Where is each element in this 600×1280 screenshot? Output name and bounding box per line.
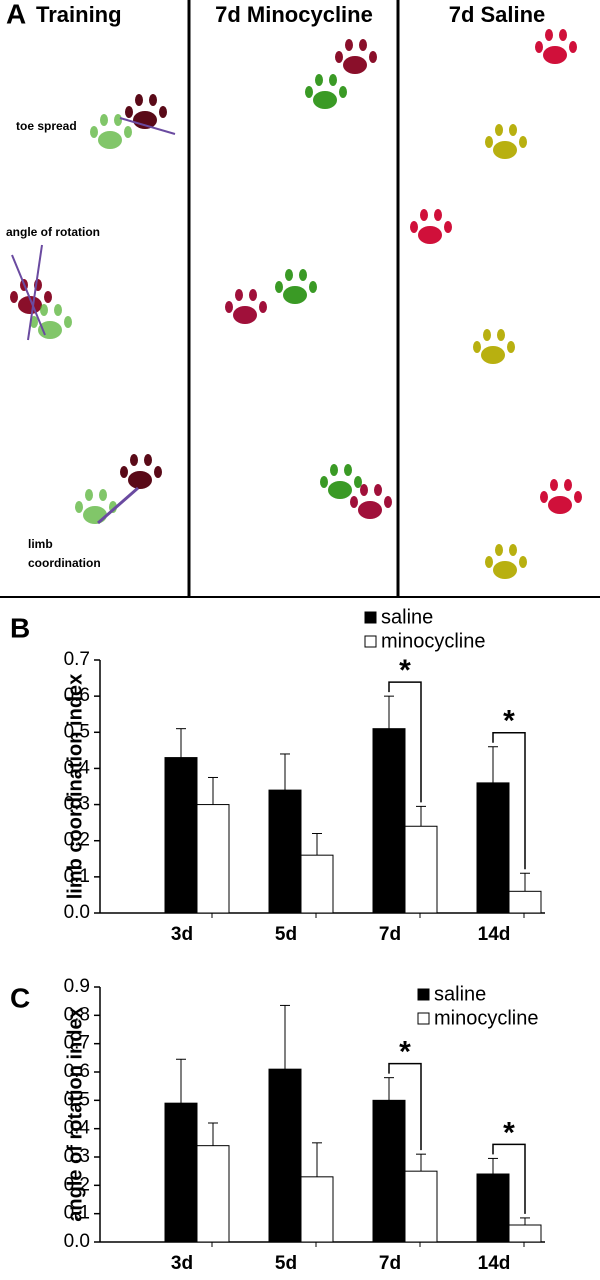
bar bbox=[164, 1102, 198, 1243]
y-axis-label: angle of rotation index bbox=[64, 1007, 86, 1221]
bar bbox=[372, 728, 406, 914]
bar bbox=[268, 1068, 302, 1243]
annotation: coordination bbox=[28, 556, 101, 570]
significance-label: * bbox=[503, 1116, 515, 1149]
bar bbox=[268, 789, 302, 914]
legend-swatch bbox=[364, 611, 377, 624]
bar bbox=[508, 890, 542, 914]
y-tick-label: 0.5 bbox=[64, 1089, 90, 1110]
x-tick-label: 5d bbox=[275, 1253, 297, 1274]
annotation: limb bbox=[28, 537, 53, 551]
bar bbox=[300, 854, 334, 914]
y-tick-label: 0.8 bbox=[64, 1004, 90, 1025]
x-tick-label: 14d bbox=[478, 1253, 511, 1274]
bar bbox=[404, 825, 438, 914]
x-tick-label: 3d bbox=[171, 1253, 193, 1274]
significance-label: * bbox=[503, 705, 515, 738]
annotation: toe spread bbox=[16, 119, 77, 133]
bar bbox=[196, 804, 230, 914]
significance-label: * bbox=[399, 1036, 411, 1069]
y-tick-label: 0.5 bbox=[64, 721, 90, 742]
y-tick-label: 0.1 bbox=[64, 866, 90, 887]
significance-bracket bbox=[492, 731, 526, 870]
column-header: 7d Saline bbox=[449, 2, 546, 27]
column-header: Training bbox=[36, 2, 122, 27]
x-tick-label: 5d bbox=[275, 924, 297, 945]
legend-label: saline bbox=[381, 606, 433, 628]
legend-label: saline bbox=[434, 983, 486, 1005]
legend-swatch bbox=[417, 1012, 430, 1025]
significance-bracket bbox=[388, 681, 422, 803]
legend-label: minocycline bbox=[381, 630, 485, 652]
panel-label: B bbox=[10, 612, 30, 643]
bar bbox=[164, 757, 198, 914]
panel-label: A bbox=[6, 0, 26, 29]
y-tick-label: 0.3 bbox=[64, 1146, 90, 1167]
significance-label: * bbox=[399, 654, 411, 687]
column-header: 7d Minocycline bbox=[215, 2, 373, 27]
paw-prints bbox=[10, 29, 582, 579]
annotation: angle of rotation bbox=[6, 225, 100, 239]
bar bbox=[404, 1170, 438, 1243]
y-tick-label: 0.1 bbox=[64, 1203, 90, 1224]
legend-label: minocycline bbox=[434, 1007, 538, 1029]
bar bbox=[476, 1173, 510, 1243]
significance-bracket bbox=[492, 1143, 526, 1214]
panel-label: C bbox=[10, 982, 30, 1013]
significance-bracket bbox=[388, 1062, 422, 1151]
y-axis-label: limb coordination index bbox=[64, 674, 86, 900]
legend-swatch bbox=[417, 988, 430, 1001]
y-tick-label: 0.0 bbox=[64, 1231, 90, 1252]
y-tick-label: 0.4 bbox=[64, 1118, 91, 1139]
bar bbox=[372, 1099, 406, 1243]
y-tick-label: 0.0 bbox=[64, 902, 90, 923]
bar bbox=[476, 782, 510, 914]
x-tick-label: 7d bbox=[379, 1253, 401, 1274]
bar bbox=[508, 1224, 542, 1243]
bar bbox=[196, 1145, 230, 1243]
x-tick-label: 14d bbox=[478, 924, 511, 945]
y-tick-label: 0.4 bbox=[64, 757, 91, 778]
legend-swatch bbox=[364, 635, 377, 648]
x-tick-label: 3d bbox=[171, 924, 193, 945]
bar bbox=[300, 1176, 334, 1243]
panel-a: A Training 7d Minocycline 7d Saline toe … bbox=[0, 0, 600, 598]
y-tick-label: 0.2 bbox=[64, 830, 90, 851]
y-tick-label: 0.7 bbox=[64, 649, 90, 670]
y-tick-label: 0.2 bbox=[64, 1174, 90, 1195]
y-tick-label: 0.7 bbox=[64, 1033, 90, 1054]
y-tick-label: 0.3 bbox=[64, 794, 90, 815]
x-tick-label: 7d bbox=[379, 924, 401, 945]
y-tick-label: 0.9 bbox=[64, 976, 90, 997]
y-tick-label: 0.6 bbox=[64, 1061, 90, 1082]
y-tick-label: 0.6 bbox=[64, 685, 90, 706]
